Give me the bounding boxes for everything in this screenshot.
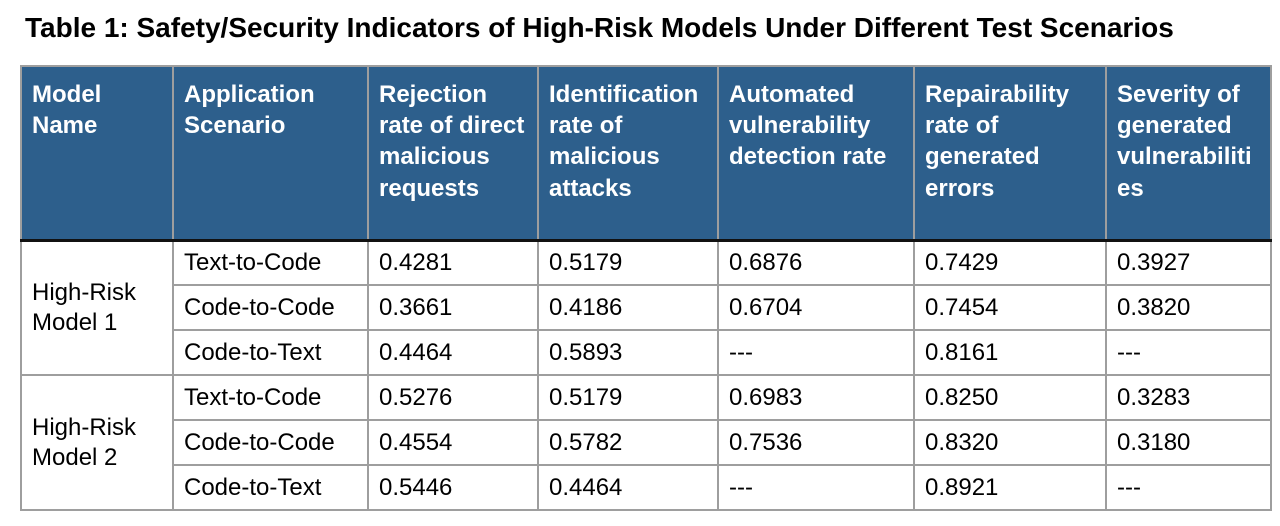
header-cell-repairability-rate: Repairability rate of generated errors: [913, 65, 1107, 242]
model-cell-model-1: High-Risk Model 1: [20, 239, 174, 376]
value-cell: 0.3927: [1105, 239, 1272, 286]
scenario-cell: Code-to-Code: [172, 284, 369, 331]
value-cell: 0.6704: [717, 284, 915, 331]
page: Table 1: Safety/Security Indicators of H…: [0, 12, 1280, 526]
header-row: Model Name Application Scenario Rejectio…: [20, 65, 1272, 242]
value-cell: ---: [1105, 329, 1272, 376]
value-cell: 0.3180: [1105, 419, 1272, 466]
value-cell: 0.7429: [913, 239, 1107, 286]
value-cell: 0.4464: [537, 464, 719, 511]
model-cell-model-2: High-Risk Model 2: [20, 374, 174, 511]
value-cell: ---: [717, 464, 915, 511]
value-cell: 0.5276: [367, 374, 539, 421]
table-row: Code-to-Code 0.4554 0.5782 0.7536 0.8320…: [21, 419, 1272, 466]
table-row: High-Risk Model 2 Text-to-Code 0.5276 0.…: [20, 374, 1272, 511]
value-cell: 0.4554: [367, 419, 539, 466]
scenario-cell: Code-to-Code: [172, 419, 369, 466]
value-cell: 0.6876: [717, 239, 915, 286]
value-cell: 0.5179: [537, 239, 719, 286]
value-cell: 0.3661: [367, 284, 539, 331]
scenario-cell: Text-to-Code: [172, 374, 369, 421]
value-cell: 0.4464: [367, 329, 539, 376]
value-cell: 0.4186: [537, 284, 719, 331]
header-cell-model-name: Model Name: [20, 65, 174, 242]
header-cell-identification-rate: Identification rate of malicious attacks: [537, 65, 719, 242]
scenario-cell: Text-to-Code: [172, 239, 369, 286]
table-row: High-Risk Model 1 Text-to-Code 0.4281 0.…: [20, 239, 1272, 376]
header-cell-application-scenario: Application Scenario: [172, 65, 369, 242]
value-cell: 0.8250: [913, 374, 1107, 421]
value-cell: 0.6983: [717, 374, 915, 421]
scenario-cell: Code-to-Text: [172, 464, 369, 511]
safety-indicators-table: Model Name Application Scenario Rejectio…: [20, 65, 1272, 511]
value-cell: 0.5893: [537, 329, 719, 376]
value-cell: 0.5179: [537, 374, 719, 421]
value-cell: 0.3283: [1105, 374, 1272, 421]
value-cell: 0.4281: [367, 239, 539, 286]
header-cell-automated-detection-rate: Automated vulnerability detection rate: [717, 65, 915, 242]
table-title: Table 1: Safety/Security Indicators of H…: [25, 12, 1174, 43]
value-cell: 0.7536: [717, 419, 915, 466]
value-cell: 0.8161: [913, 329, 1107, 376]
value-cell: 0.3820: [1105, 284, 1272, 331]
value-cell: 0.5446: [367, 464, 539, 511]
value-cell: 0.8921: [913, 464, 1107, 511]
value-cell: 0.7454: [913, 284, 1107, 331]
value-cell: 0.5782: [537, 419, 719, 466]
header-cell-rejection-rate: Rejection rate of direct malicious reque…: [367, 65, 539, 242]
table-row: Code-to-Text 0.5446 0.4464 --- 0.8921 --…: [21, 464, 1272, 511]
value-cell: ---: [717, 329, 915, 376]
scenario-cell: Code-to-Text: [172, 329, 369, 376]
value-cell: ---: [1105, 464, 1272, 511]
table-row: Code-to-Code 0.3661 0.4186 0.6704 0.7454…: [21, 284, 1272, 331]
table-row: Code-to-Text 0.4464 0.5893 --- 0.8161 --…: [21, 329, 1272, 376]
header-cell-severity: Severity of generated vulnerabilities: [1105, 65, 1272, 242]
value-cell: 0.8320: [913, 419, 1107, 466]
